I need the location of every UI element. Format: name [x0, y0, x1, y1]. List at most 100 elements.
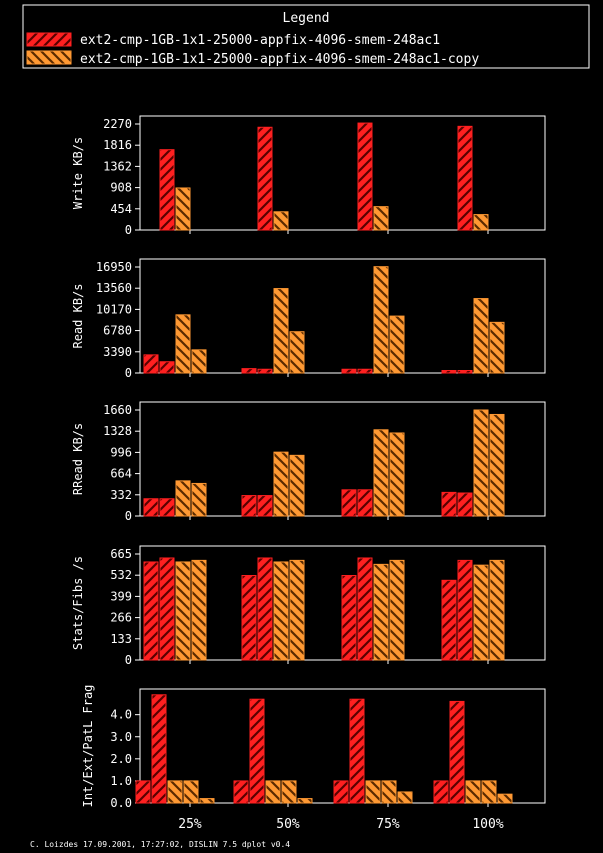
y-tick-label: 332 [110, 488, 132, 502]
bar-series-2 [489, 559, 505, 661]
x-tick-label: 25% [178, 817, 202, 832]
y-tick-label: 1.0 [110, 774, 132, 788]
bar-series-1 [441, 369, 457, 374]
bar-series-2 [389, 315, 405, 374]
bar-series-2 [199, 798, 215, 804]
y-axis-label: Write KB/s [71, 137, 85, 209]
y-tick-label: 0 [125, 653, 132, 667]
y-tick-label: 13560 [96, 281, 132, 295]
bar-series-2 [281, 780, 297, 804]
y-tick-label: 10170 [96, 302, 132, 316]
bar-series-1 [357, 489, 373, 517]
legend-title: Legend [283, 11, 330, 26]
bar-series-1 [457, 559, 473, 661]
panel-2: 0 3390 6780 10170 13560 16950 Read KB/s [71, 258, 546, 380]
bar-series-1 [333, 780, 349, 804]
panel-3: 0 332 664 996 1328 1660 RRead KB/s [71, 401, 546, 523]
bar-series-2 [175, 561, 191, 661]
bar-series-2 [273, 288, 289, 374]
legend: Legend ext2-cmp-1GB-1x1-25000-appfix-409… [22, 4, 590, 69]
bar-series-2 [373, 563, 389, 661]
bar-series-1 [257, 557, 273, 661]
bar-series-2 [289, 454, 305, 517]
y-tick-label: 0.0 [110, 796, 132, 810]
y-tick-label: 665 [110, 547, 132, 561]
bar-series-1 [257, 368, 273, 374]
bar-series-2 [473, 214, 489, 231]
y-tick-label: 16950 [96, 260, 132, 274]
y-tick-label: 2.0 [110, 752, 132, 766]
bar-series-1 [341, 489, 357, 517]
bar-series-2 [373, 206, 389, 231]
bar-series-1 [233, 780, 249, 804]
y-tick-label: 908 [110, 181, 132, 195]
bar-series-1 [241, 495, 257, 517]
y-tick-label: 6780 [103, 324, 132, 338]
y-tick-label: 664 [110, 467, 132, 481]
bar-series-1 [349, 698, 365, 804]
y-tick-label: 996 [110, 445, 132, 459]
legend-label-series-1: ext2-cmp-1GB-1x1-25000-appfix-4096-smem-… [80, 33, 440, 48]
panel-4: 0 133 266 399 532 665 Stats/Fibs /s [71, 545, 546, 667]
bar-series-1 [257, 495, 273, 517]
y-tick-label: 266 [110, 611, 132, 625]
bar-series-1 [143, 498, 159, 517]
y-tick-label: 1816 [103, 138, 132, 152]
bar-series-2 [373, 266, 389, 374]
bar-series-2 [175, 187, 191, 231]
plot-frame [139, 115, 546, 231]
y-tick-label: 3390 [103, 345, 132, 359]
bar-series-1 [457, 125, 473, 231]
panel-1: 0 454 908 1362 1816 2270 Write KB/s [71, 115, 546, 237]
bar-series-2 [473, 298, 489, 374]
footer-credit: C. Loizdes 17.09.2001, 17:27:02, DISLIN … [30, 840, 290, 849]
x-tick-label: 50% [276, 817, 300, 832]
y-axis-label: Read KB/s [71, 283, 85, 348]
y-tick-label: 454 [110, 202, 132, 216]
bar-series-2 [191, 482, 207, 517]
y-tick-label: 4.0 [110, 708, 132, 722]
bar-series-2 [473, 409, 489, 517]
bar-series-1 [241, 368, 257, 374]
bar-series-1 [159, 498, 175, 517]
bar-series-2 [191, 349, 207, 374]
bar-series-2 [289, 331, 305, 374]
bar-series-1 [341, 368, 357, 374]
bar-series-1 [357, 122, 373, 231]
bar-series-2 [175, 480, 191, 517]
bar-series-2 [175, 314, 191, 374]
legend-label-series-2: ext2-cmp-1GB-1x1-25000-appfix-4096-smem-… [80, 52, 479, 67]
bar-series-1 [433, 780, 449, 804]
bar-series-2 [183, 780, 199, 804]
y-tick-label: 1660 [103, 403, 132, 417]
legend-swatch-series-1 [26, 32, 72, 47]
y-tick-label: 0 [125, 509, 132, 523]
bar-series-2 [273, 451, 289, 517]
chart-panels: 0 454 908 1362 1816 2270 Write KB/s 0 3390 6780 10… [71, 115, 546, 832]
bar-series-1 [257, 126, 273, 231]
bar-series-2 [489, 321, 505, 374]
bar-series-2 [365, 780, 381, 804]
bar-series-1 [159, 149, 175, 231]
bar-series-2 [481, 780, 497, 804]
legend-swatch-series-2 [26, 50, 72, 65]
bar-series-1 [449, 700, 465, 804]
bar-series-1 [357, 557, 373, 661]
bar-series-2 [389, 432, 405, 517]
x-tick-label: 100% [472, 817, 503, 832]
y-tick-label: 1362 [103, 159, 132, 173]
bar-series-2 [389, 559, 405, 661]
bar-series-2 [273, 561, 289, 661]
bar-series-2 [297, 798, 313, 804]
y-axis-label: RRead KB/s [71, 423, 85, 495]
bar-series-2 [473, 564, 489, 661]
y-tick-label: 1328 [103, 424, 132, 438]
bar-series-2 [273, 211, 289, 231]
legend-frame [22, 4, 590, 69]
bar-series-2 [167, 780, 183, 804]
bar-series-1 [151, 694, 167, 804]
y-tick-label: 3.0 [110, 730, 132, 744]
y-tick-label: 0 [125, 366, 132, 380]
bar-series-1 [143, 561, 159, 661]
